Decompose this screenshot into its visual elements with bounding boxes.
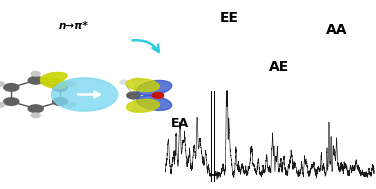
Circle shape [4, 98, 19, 105]
Ellipse shape [136, 96, 172, 110]
Circle shape [67, 82, 76, 86]
Ellipse shape [126, 79, 159, 91]
Circle shape [131, 108, 139, 112]
Circle shape [53, 98, 68, 105]
Circle shape [0, 82, 5, 86]
Circle shape [152, 93, 164, 98]
Circle shape [0, 103, 5, 107]
Text: n→π*: n→π* [58, 22, 88, 31]
Circle shape [52, 78, 118, 111]
Circle shape [31, 71, 40, 76]
Ellipse shape [41, 72, 67, 83]
Circle shape [4, 84, 19, 91]
Text: AE: AE [269, 60, 290, 74]
Text: EA: EA [171, 117, 189, 130]
Ellipse shape [136, 81, 172, 95]
Text: EE: EE [220, 11, 239, 25]
Circle shape [28, 105, 43, 112]
Ellipse shape [41, 78, 67, 88]
Circle shape [67, 103, 76, 107]
Text: AA: AA [326, 23, 347, 37]
Circle shape [133, 78, 141, 82]
Circle shape [31, 113, 40, 118]
Circle shape [127, 92, 140, 99]
Circle shape [28, 77, 43, 84]
Circle shape [53, 84, 68, 91]
Ellipse shape [126, 99, 159, 112]
Circle shape [120, 80, 128, 84]
